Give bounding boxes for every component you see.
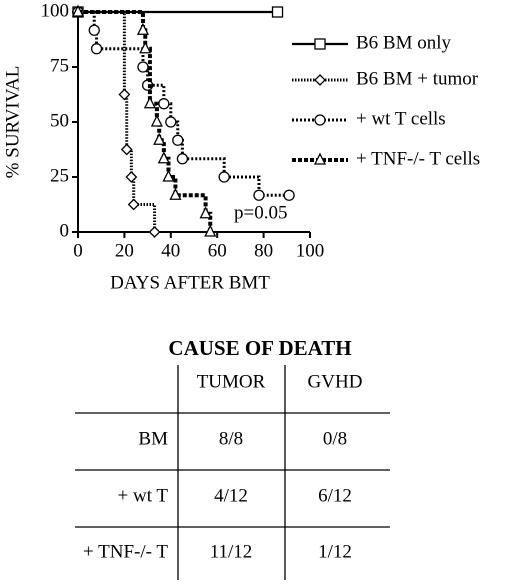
- table-cell: 8/8: [219, 428, 243, 449]
- table-grid: [75, 365, 390, 580]
- marker: [283, 189, 295, 201]
- legend-label: + wt T cells: [356, 108, 446, 129]
- survival-line: [78, 10, 290, 197]
- marker: [158, 98, 170, 110]
- x-tick-label: 100: [296, 240, 325, 261]
- marker: [143, 96, 156, 109]
- marker: [153, 132, 166, 145]
- x-tick-label: 80: [254, 240, 273, 261]
- y-tick-label: 50: [50, 110, 69, 131]
- row-label: + wt T: [118, 485, 169, 506]
- survival-line: [78, 10, 213, 232]
- marker: [176, 153, 189, 165]
- marker: [314, 74, 326, 86]
- legend-label: B6 BM only: [356, 32, 452, 53]
- legend-label: + TNF-/- T cells: [356, 148, 480, 169]
- marker: [120, 143, 133, 156]
- x-tick-label: 60: [208, 240, 227, 261]
- marker: [253, 189, 265, 201]
- marker: [127, 198, 140, 211]
- survival-line: [78, 10, 157, 232]
- marker: [314, 38, 326, 50]
- marker: [271, 6, 284, 18]
- x-tick-label: 0: [73, 240, 83, 261]
- marker: [71, 4, 85, 17]
- marker: [204, 224, 217, 237]
- marker: [139, 41, 152, 54]
- marker: [157, 151, 170, 164]
- marker: [118, 88, 131, 101]
- marker: [137, 61, 149, 73]
- marker: [150, 114, 163, 127]
- y-tick-label: 75: [50, 55, 69, 76]
- marker: [169, 187, 182, 200]
- column-header: GVHD: [308, 371, 363, 392]
- row-label: + TNF-/- T: [83, 541, 168, 562]
- row-label: BM: [138, 428, 168, 449]
- table-cell: 1/12: [318, 541, 352, 562]
- table-cell: 0/8: [323, 428, 347, 449]
- x-tick-label: 40: [161, 240, 180, 261]
- y-tick-label: 25: [50, 165, 69, 186]
- column-header: TUMOR: [197, 371, 266, 392]
- marker: [90, 43, 103, 55]
- marker: [313, 152, 327, 165]
- table-cell: 6/12: [318, 485, 352, 506]
- marker: [125, 171, 138, 183]
- marker: [165, 116, 177, 128]
- annotation: p=0.05: [234, 202, 287, 223]
- marker: [172, 134, 184, 146]
- marker: [218, 171, 230, 183]
- marker: [162, 169, 175, 182]
- marker: [199, 206, 212, 219]
- y-tick-label: 100: [41, 0, 70, 21]
- y-axis-title: % SURVIVAL: [2, 66, 23, 179]
- legend-label: B6 BM + tumor: [356, 68, 479, 89]
- marker: [136, 22, 150, 35]
- marker: [148, 226, 161, 238]
- table-title: CAUSE OF DEATH: [168, 336, 351, 360]
- marker: [88, 24, 100, 36]
- table-cell: 11/12: [210, 541, 253, 562]
- x-tick-label: 20: [115, 240, 134, 261]
- y-tick-label: 0: [60, 220, 70, 241]
- table-cell: 4/12: [214, 485, 248, 506]
- marker: [314, 114, 326, 126]
- x-axis-title: DAYS AFTER BMT: [110, 272, 270, 293]
